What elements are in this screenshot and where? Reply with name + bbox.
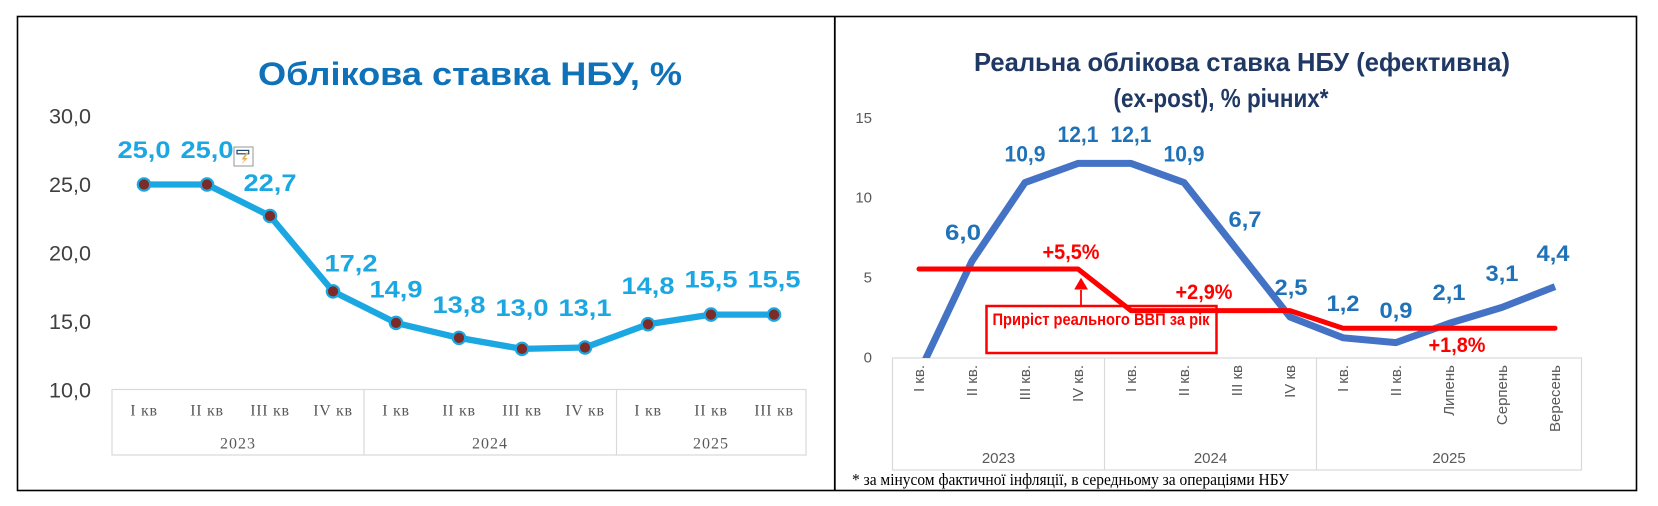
svg-text:17,2: 17,2 <box>325 251 378 278</box>
svg-text:6,7: 6,7 <box>1229 207 1262 232</box>
svg-text:* за мінусом фактичної інфляці: * за мінусом фактичної інфляції, в серед… <box>852 470 1289 489</box>
svg-text:12,1: 12,1 <box>1111 122 1152 147</box>
svg-text:22,7: 22,7 <box>244 170 297 197</box>
svg-text:13,0: 13,0 <box>496 295 549 322</box>
svg-text:4,4: 4,4 <box>1537 241 1571 266</box>
svg-text:15,5: 15,5 <box>748 267 801 294</box>
svg-text:Облікова ставка НБУ, %: Облікова ставка НБУ, % <box>258 56 682 92</box>
svg-text:І кв: І кв <box>634 403 661 420</box>
svg-text:15,0: 15,0 <box>49 311 91 334</box>
svg-text:+2,9%: +2,9% <box>1176 281 1233 304</box>
svg-text:10,0: 10,0 <box>49 380 91 403</box>
svg-text:2023: 2023 <box>220 436 256 453</box>
svg-text:14,8: 14,8 <box>622 273 675 300</box>
svg-text:0: 0 <box>864 350 872 367</box>
svg-text:2025: 2025 <box>1432 450 1465 467</box>
svg-text:IV кв: IV кв <box>313 403 352 420</box>
svg-text:2023: 2023 <box>982 450 1015 467</box>
svg-text:ІІ кв: ІІ кв <box>442 403 475 420</box>
svg-text:14,9: 14,9 <box>370 276 423 303</box>
svg-text:ІІ кв.: ІІ кв. <box>964 365 981 396</box>
svg-text:IV кв: IV кв <box>565 403 604 420</box>
svg-text:І кв: І кв <box>130 403 157 420</box>
svg-text:(ex-post), % річних*: (ex-post), % річних* <box>1114 83 1330 113</box>
svg-text:ІІ кв: ІІ кв <box>694 403 727 420</box>
svg-text:ІІІ кв: ІІІ кв <box>502 403 542 420</box>
svg-text:25,0: 25,0 <box>181 137 234 164</box>
svg-text:2,1: 2,1 <box>1433 280 1466 305</box>
svg-text:2,5: 2,5 <box>1275 275 1308 300</box>
svg-text:10,9: 10,9 <box>1005 142 1046 167</box>
svg-text:20,0: 20,0 <box>49 243 91 266</box>
svg-text:ІІ кв.: ІІ кв. <box>1388 365 1405 396</box>
svg-text:10,9: 10,9 <box>1164 142 1205 167</box>
svg-text:15: 15 <box>855 110 872 127</box>
svg-text:IV кв.: IV кв. <box>1070 365 1087 402</box>
svg-text:10: 10 <box>855 190 872 207</box>
svg-text:30,0: 30,0 <box>49 106 91 129</box>
svg-text:+5,5%: +5,5% <box>1043 241 1100 264</box>
svg-text:ІІІ кв: ІІІ кв <box>754 403 794 420</box>
svg-text:ІІІ кв: ІІІ кв <box>250 403 290 420</box>
svg-text:І кв.: І кв. <box>1123 365 1140 392</box>
svg-text:25,0: 25,0 <box>49 174 91 197</box>
svg-text:25,0: 25,0 <box>118 137 171 164</box>
svg-text:І кв.: І кв. <box>911 365 928 392</box>
svg-text:ІІІ кв: ІІІ кв <box>1229 365 1246 396</box>
svg-text:6,0: 6,0 <box>945 220 981 245</box>
svg-text:І кв: І кв <box>382 403 409 420</box>
svg-text:0,9: 0,9 <box>1380 298 1413 323</box>
svg-text:Серпень: Серпень <box>1494 365 1511 425</box>
svg-text:2024: 2024 <box>472 436 508 453</box>
svg-text:ІІ кв: ІІ кв <box>190 403 223 420</box>
svg-text:ІІІ кв.: ІІІ кв. <box>1017 365 1034 400</box>
svg-text:IV кв: IV кв <box>1282 365 1299 398</box>
svg-text:Приріст реального ВВП за рік: Приріст реального ВВП за рік <box>993 311 1211 329</box>
svg-text:ІІ кв.: ІІ кв. <box>1176 365 1193 396</box>
svg-text:5: 5 <box>864 270 872 287</box>
svg-text:2025: 2025 <box>693 436 729 453</box>
svg-text:3,1: 3,1 <box>1486 261 1519 286</box>
svg-text:Реальна облікова ставка НБУ (е: Реальна облікова ставка НБУ (ефективна) <box>974 47 1510 77</box>
svg-text:12,1: 12,1 <box>1058 122 1099 147</box>
svg-text:15,5: 15,5 <box>685 267 738 294</box>
svg-text:+1,8%: +1,8% <box>1429 334 1486 357</box>
svg-text:13,8: 13,8 <box>433 292 486 319</box>
svg-text:І кв.: І кв. <box>1335 365 1352 392</box>
svg-text:13,1: 13,1 <box>559 295 612 322</box>
svg-text:Вересень: Вересень <box>1547 365 1564 432</box>
svg-text:1,2: 1,2 <box>1327 291 1360 316</box>
svg-text:Липень: Липень <box>1441 365 1458 416</box>
svg-text:2024: 2024 <box>1194 450 1227 467</box>
